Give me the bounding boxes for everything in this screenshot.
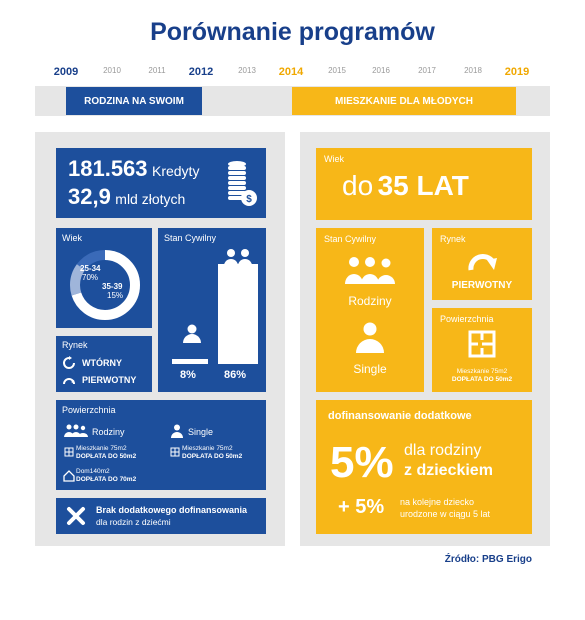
bar-family <box>218 264 258 364</box>
no-extra-line2: dla rodzin z dziećmi <box>96 517 171 527</box>
market-secondary: WTÓRNY <box>82 358 122 368</box>
right-program-header: MIESZKANIE DLA MŁODYCH <box>292 87 516 115</box>
age-donut-chart <box>70 250 140 320</box>
right-civil-box: Stan Cywilny Rodziny Single <box>316 228 424 392</box>
age-seg2-pct: 15% <box>107 291 124 300</box>
right-age-value: 35 LAT <box>377 170 469 201</box>
right-area-extra: DOPŁATA DO 50m2 <box>451 376 513 383</box>
area-single-extra: DOPŁATA DO 50m2 <box>182 453 243 460</box>
year-label: 2019 <box>504 66 530 78</box>
area-families-flat: Mieszkanie 75m2 <box>76 445 127 452</box>
no-extra-line1: Brak dodatkowego dofinansowania <box>96 505 248 515</box>
year-label: 2017 <box>418 66 436 75</box>
area-single-label: Single <box>188 427 214 437</box>
market-box: Rynek WTÓRNY PIERWOTNY <box>56 336 152 392</box>
amount-label: mld złotych <box>115 191 186 207</box>
no-extra-box: Brak dodatkowego dofinansowania dla rodz… <box>56 498 266 534</box>
extra-text2-line2: urodzone w ciągu 5 lat <box>400 509 491 519</box>
age-box: Wiek 25-34 70% 35-39 15% <box>56 228 152 328</box>
floor-plan-icon <box>468 330 496 358</box>
area-label: Powierzchnia <box>62 405 116 415</box>
person-icon <box>183 324 201 343</box>
right-single-label: Single <box>353 362 387 376</box>
family-percent: 86% <box>224 369 247 381</box>
family-icon <box>64 424 88 437</box>
right-families-label: Rodziny <box>348 294 392 308</box>
extra-pct2: + 5% <box>338 496 385 518</box>
area-house-extra: DOPŁATA DO 70m2 <box>76 476 137 483</box>
arrow-curve-icon <box>468 254 497 271</box>
building-icon <box>64 447 74 457</box>
credits-count: 181.563 <box>68 156 148 181</box>
person-icon <box>171 424 183 438</box>
extra-text1-line2: z dzieckiem <box>404 462 493 479</box>
arrow-curve-icon <box>63 378 75 385</box>
donut-segment-35-39 <box>70 250 140 320</box>
market-primary: PIERWOTNY <box>82 375 137 385</box>
year-label: 2009 <box>53 66 79 78</box>
coins-icon: $ <box>228 161 257 206</box>
extra-title: dofinansowanie dodatkowe <box>328 410 472 422</box>
family-icon <box>345 257 395 284</box>
close-icon <box>67 507 85 525</box>
area-families-label: Rodziny <box>92 427 125 437</box>
extra-pct1: 5% <box>330 438 394 487</box>
year-label: 2012 <box>188 66 214 78</box>
age-seg1-pct: 70% <box>82 273 99 282</box>
building-icon <box>170 447 180 457</box>
right-area-flat: Mieszkanie 75m2 <box>456 368 508 375</box>
civil-status-box: Stan Cywilny 8% 86% <box>158 228 266 392</box>
right-civil-label: Stan Cywilny <box>324 234 377 244</box>
right-age-box: Wiek do 35 LAT <box>316 148 532 220</box>
year-label: 2010 <box>103 66 121 75</box>
area-families-extra: DOPŁATA DO 50m2 <box>76 453 137 460</box>
age-seg1-range: 25-34 <box>80 264 101 273</box>
right-extra-box: dofinansowanie dodatkowe 5% dla rodziny … <box>316 400 532 534</box>
area-single-flat: Mieszkanie 75m2 <box>182 445 233 452</box>
year-label: 2011 <box>148 66 166 75</box>
right-area-label: Powierzchnia <box>440 314 494 324</box>
age-seg2-range: 35-39 <box>102 282 123 291</box>
area-house: Dom140m2 <box>76 468 110 475</box>
credits-label: Kredyty <box>151 163 200 179</box>
right-market-value: PIERWOTNY <box>451 280 513 291</box>
credits-box: 181.563 Kredyty 32,9 mld złotych $ <box>56 148 266 218</box>
market-label: Rynek <box>62 340 88 350</box>
single-percent: 8% <box>180 369 196 381</box>
year-label: 2014 <box>278 66 304 78</box>
refresh-icon <box>63 356 75 369</box>
area-box: Powierzchnia Rodziny Single Mieszkanie 7… <box>56 400 266 490</box>
year-label: 2016 <box>372 66 390 75</box>
left-program-header: RODZINA NA SWOIM <box>66 87 202 115</box>
year-label: 2018 <box>464 66 482 75</box>
right-market-label: Rynek <box>440 234 466 244</box>
year-label: 2015 <box>328 66 346 75</box>
extra-text2-line1: na kolejne dziecko <box>400 497 475 507</box>
page-title: Porównanie programów <box>150 18 435 46</box>
year-label: 2013 <box>238 66 256 75</box>
civil-status-label: Stan Cywilny <box>164 233 217 243</box>
right-age-label: Wiek <box>324 154 344 164</box>
svg-text:$: $ <box>246 194 252 205</box>
person-icon <box>356 322 384 353</box>
extra-text1-line1: dla rodziny <box>404 442 482 459</box>
age-label: Wiek <box>62 233 82 243</box>
amount-value: 32,9 <box>68 184 111 209</box>
donut-segment-25-34 <box>70 250 140 320</box>
right-area-box: Powierzchnia Mieszkanie 75m2 DOPŁATA DO … <box>432 308 532 392</box>
right-market-box: Rynek PIERWOTNY <box>432 228 532 300</box>
right-age-prefix: do <box>342 170 374 201</box>
bar-single <box>172 358 208 364</box>
source-text: Źródło: PBG Erigo <box>444 554 532 565</box>
house-icon <box>63 470 75 482</box>
